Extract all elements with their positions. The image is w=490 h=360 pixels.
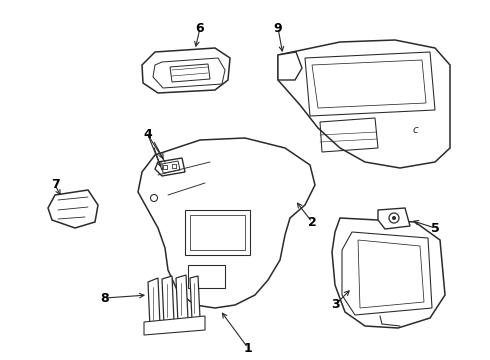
Text: 1: 1 bbox=[244, 342, 252, 355]
Polygon shape bbox=[332, 218, 445, 328]
Polygon shape bbox=[138, 138, 315, 308]
Text: 8: 8 bbox=[100, 292, 109, 305]
Text: 4: 4 bbox=[144, 129, 152, 141]
Polygon shape bbox=[142, 48, 230, 93]
Polygon shape bbox=[190, 276, 200, 320]
Polygon shape bbox=[278, 40, 450, 168]
Polygon shape bbox=[148, 278, 160, 328]
Circle shape bbox=[392, 216, 396, 220]
Text: 2: 2 bbox=[308, 216, 317, 229]
Text: 9: 9 bbox=[274, 22, 282, 35]
Polygon shape bbox=[176, 275, 188, 323]
Polygon shape bbox=[144, 316, 205, 335]
Text: c: c bbox=[412, 125, 418, 135]
Polygon shape bbox=[48, 190, 98, 228]
Text: 5: 5 bbox=[431, 221, 440, 234]
Text: 6: 6 bbox=[196, 22, 204, 35]
Polygon shape bbox=[155, 158, 185, 176]
Polygon shape bbox=[378, 208, 410, 229]
Text: 7: 7 bbox=[50, 179, 59, 192]
Text: 3: 3 bbox=[331, 298, 339, 311]
Polygon shape bbox=[278, 52, 302, 80]
Polygon shape bbox=[162, 276, 174, 325]
